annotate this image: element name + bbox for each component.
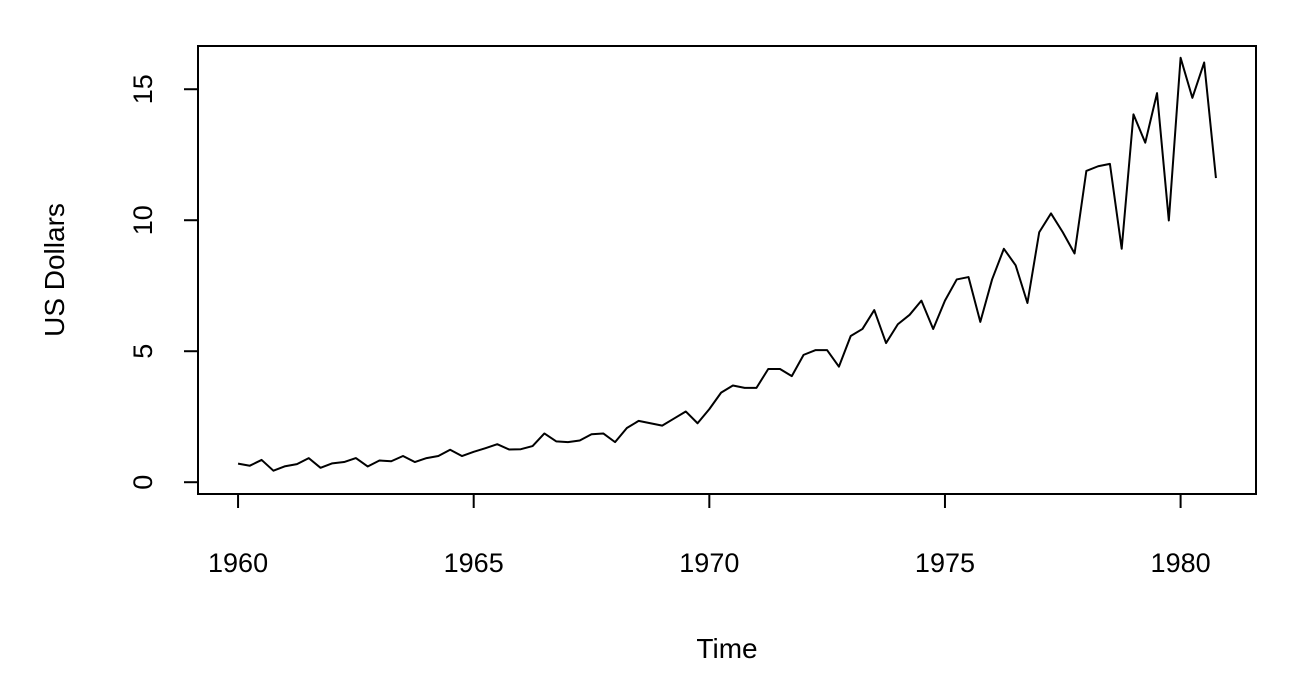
y-axis: 0 5 10 15 bbox=[128, 74, 199, 490]
x-axis: 1960 1965 1970 1975 1980 bbox=[208, 493, 1211, 578]
series-line bbox=[237, 56, 1217, 472]
y-axis-label: US Dollars bbox=[39, 203, 70, 337]
x-tick-label: 1965 bbox=[444, 548, 504, 578]
y-tick-label: 10 bbox=[128, 205, 158, 235]
x-tick-label: 1970 bbox=[679, 548, 739, 578]
y-tick-label: 5 bbox=[128, 344, 158, 359]
y-tick-label: 0 bbox=[128, 475, 158, 490]
x-tick-label: 1975 bbox=[915, 548, 975, 578]
x-tick-label: 1960 bbox=[208, 548, 268, 578]
y-tick-label: 15 bbox=[128, 74, 158, 104]
x-axis-label: Time bbox=[696, 633, 757, 664]
x-tick-label: 1980 bbox=[1151, 548, 1211, 578]
